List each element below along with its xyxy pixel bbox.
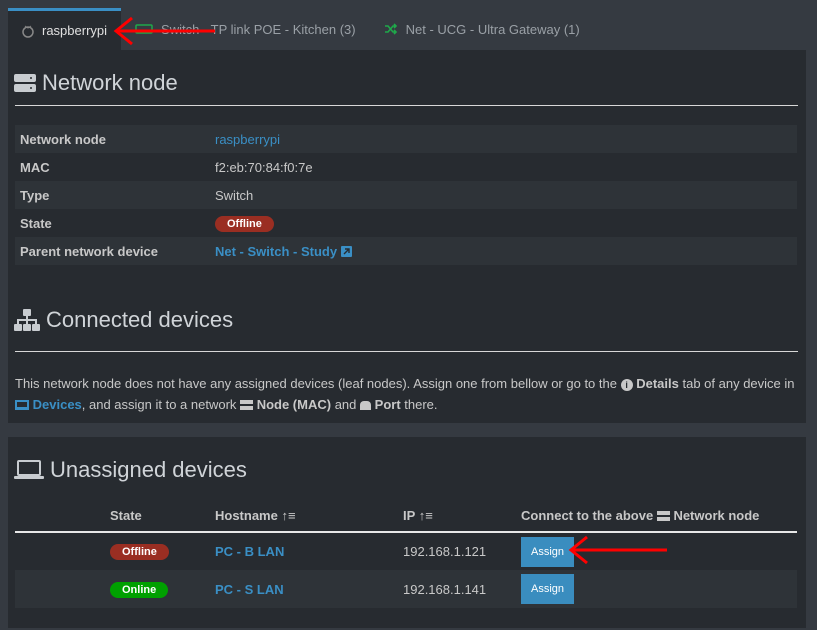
table-row: State Offline (15, 209, 797, 237)
column-state: State (110, 500, 215, 533)
raspberry-pi-icon (22, 25, 34, 38)
unassigned-devices-heading: Unassigned devices (14, 457, 247, 483)
network-node-panel: Network node Network node raspberrypi MAC… (8, 50, 806, 423)
table-row: Offline PC - B LAN 192.168.1.121 Assign (15, 532, 797, 570)
unassigned-devices-panel: Unassigned devices State Hostname ↑≡ IP … (8, 437, 806, 628)
ip-value: 192.168.1.141 (403, 581, 487, 597)
status-badge: Offline (110, 544, 169, 560)
table-row: Parent network device Net - Switch - Stud… (15, 237, 797, 265)
external-link-icon[interactable] (340, 245, 352, 257)
hostname-link[interactable]: PC - S LAN (215, 581, 284, 597)
no-devices-note: This network node does not have any assi… (15, 376, 795, 412)
ip-value: 192.168.1.121 (403, 544, 487, 559)
column-connect: Connect to the above Network node (521, 500, 797, 533)
tab-raspberrypi[interactable]: raspberrypi (8, 8, 122, 50)
laptop-icon (15, 400, 29, 410)
table-row: Type Switch (15, 181, 797, 209)
server-icon (656, 511, 670, 521)
tab-label: raspberrypi (42, 23, 108, 38)
devices-link[interactable]: Devices (32, 397, 82, 412)
tab-bar: raspberrypi Switch - TP link POE - Kitch… (8, 8, 594, 50)
node-info-table: Network node raspberrypi MAC f2:eb:70:84:f… (15, 125, 797, 265)
assign-button[interactable]: Assign (521, 536, 575, 567)
node-name-link[interactable]: raspberrypi (215, 131, 281, 147)
sort-icon[interactable]: ↑≡ (418, 508, 433, 523)
table-row: Network node raspberrypi (15, 125, 797, 153)
shuffle-icon (384, 23, 397, 35)
sitemap-icon (14, 309, 40, 331)
column-hostname[interactable]: Hostname ↑≡ (215, 500, 403, 533)
info-icon: i (620, 379, 633, 391)
unassigned-devices-table: State Hostname ↑≡ IP ↑≡ Connect to the a… (15, 500, 797, 608)
mac-value: f2:eb:70:84:f0:7e (215, 159, 313, 175)
server-icon (14, 74, 36, 92)
status-badge: Offline (215, 215, 274, 232)
table-row: Online PC - S LAN 192.168.1.141 Assign (15, 570, 797, 608)
tab-label: Net - UCG - Ultra Gateway (1) (405, 21, 580, 37)
sort-icon[interactable]: ↑≡ (281, 508, 296, 523)
tab-switch-kitchen[interactable]: Switch - TP link POE - Kitchen (3) (121, 8, 370, 50)
tab-ucg-gateway[interactable]: Net - UCG - Ultra Gateway (1) (370, 8, 594, 50)
assign-button[interactable]: Assign (521, 574, 575, 604)
laptop-icon (14, 460, 44, 479)
tab-label: Switch - TP link POE - Kitchen (3) (161, 21, 356, 37)
connected-devices-heading: Connected devices (14, 307, 233, 333)
server-icon (240, 400, 254, 410)
ethernet-port-icon (360, 401, 372, 410)
status-badge: Online (110, 581, 169, 598)
hostname-link[interactable]: PC - B LAN (215, 544, 285, 559)
network-node-heading: Network node (14, 70, 178, 96)
divider (15, 351, 798, 352)
switch-icon (135, 24, 153, 34)
column-ip[interactable]: IP ↑≡ (403, 500, 521, 533)
divider (15, 105, 798, 106)
type-value: Switch (215, 187, 254, 203)
table-row: MAC f2:eb:70:84:f0:7e (15, 153, 797, 181)
parent-device-link[interactable]: Net - Switch - Study (215, 243, 338, 259)
